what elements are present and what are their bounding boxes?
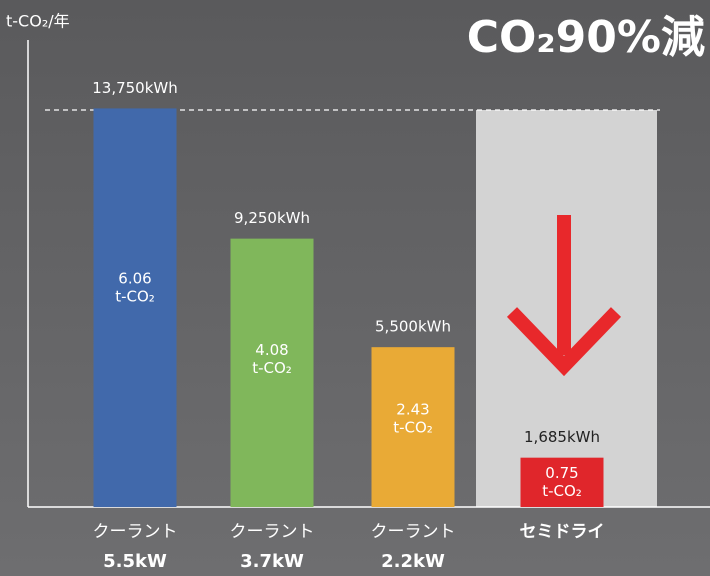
bar [94,108,177,507]
x-tick-label: クーラント [93,522,178,542]
page: {"chart_data": {"type": "bar", "title": … [0,0,710,576]
chart-title: CO₂90%減 [467,12,705,63]
energy-label: 1,685kWh [524,428,600,446]
chart: t-CO₂/年 CO₂90%減 6.06t-CO₂13,750kWhクーラント5… [0,0,710,576]
x-tick-label: セミドライ [520,522,605,542]
value-label: 6.06 [118,269,151,287]
x-tick-sublabel: 2.2kW [381,551,445,572]
value-unit: t-CO₂ [542,482,582,500]
value-label: 2.43 [396,401,429,419]
energy-label: 5,500kWh [375,318,451,336]
x-tick-sublabel: 5.5kW [103,551,167,572]
value-label: 4.08 [255,341,288,359]
x-tick-label: クーラント [371,522,456,542]
value-unit: t-CO₂ [252,359,292,377]
energy-label: 13,750kWh [92,79,178,97]
x-tick-sublabel: 3.7kW [240,551,304,572]
value-unit: t-CO₂ [393,419,433,437]
value-unit: t-CO₂ [115,287,155,305]
x-tick-label: クーラント [230,522,315,542]
y-axis-label: t-CO₂/年 [6,12,70,31]
value-label: 0.75 [545,464,578,482]
energy-label: 9,250kWh [234,209,310,227]
